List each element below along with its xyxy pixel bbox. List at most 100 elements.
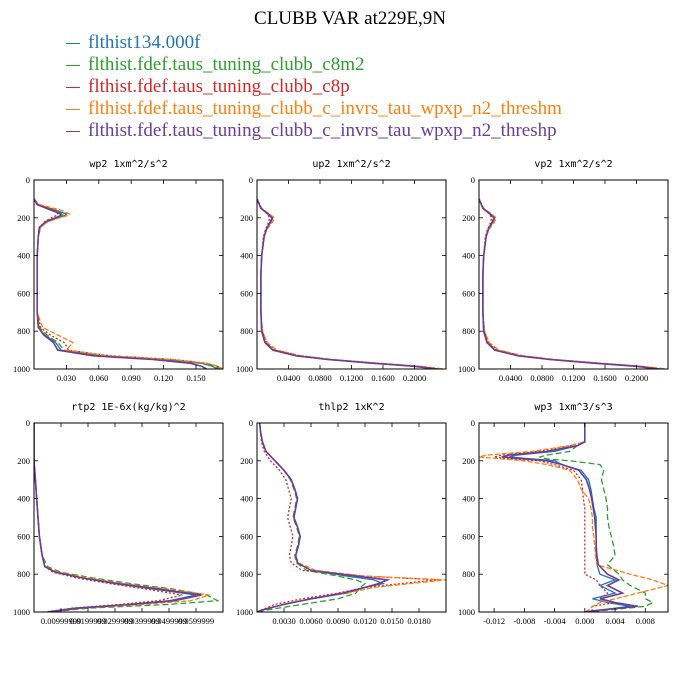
x-tick-label: 0.120 (154, 373, 173, 383)
x-tick-label: 0.0800 (530, 373, 553, 383)
x-tick-label: 0.00999999 (41, 616, 81, 626)
series-line (34, 423, 183, 612)
y-tick-label: 200 (17, 213, 30, 223)
x-tick-label: 0.060 (89, 373, 108, 383)
series-line (257, 198, 439, 369)
y-tick-label: 400 (17, 494, 30, 504)
x-tick-label: 0.0400 (499, 373, 522, 383)
y-tick-label: 800 (240, 569, 253, 579)
x-tick-label: 0.1600 (371, 373, 394, 383)
x-tick-label: 0.008 (636, 616, 655, 626)
series-line (257, 423, 446, 612)
panel-title: wp2 1xm^2/s^2 (89, 159, 167, 170)
series-line (257, 198, 445, 369)
y-tick-label: 200 (240, 213, 253, 223)
legend-item: flthist134.000f (66, 32, 562, 54)
chart-panel: wp2 1xm^2/s^2 0 200 400 600 800 1000 0.030 0.060… (13, 159, 224, 383)
y-tick-label: 600 (462, 531, 475, 541)
x-tick-label: 0.1200 (562, 373, 585, 383)
plot-frame (478, 422, 669, 613)
y-tick-label: 800 (17, 326, 30, 336)
series-line (257, 198, 437, 369)
y-tick-label: 1000 (236, 607, 253, 617)
y-tick-label: 600 (240, 288, 253, 298)
y-tick-label: 400 (17, 251, 30, 261)
y-tick-label: 1000 (458, 607, 475, 617)
legend-swatch (66, 42, 80, 44)
y-tick-label: 400 (462, 251, 475, 261)
y-tick-label: 0 (249, 175, 253, 185)
y-tick-label: 0 (26, 175, 30, 185)
series-line (509, 423, 631, 612)
y-tick-label: 0 (26, 418, 30, 428)
series-line (501, 423, 638, 612)
y-tick-label: 1000 (13, 364, 30, 374)
plot-frame (256, 179, 447, 370)
x-tick-label: 0.0120 (353, 616, 376, 626)
legend-swatch (66, 64, 80, 66)
y-tick-label: 800 (240, 326, 253, 336)
panel-title: thlp2 1xK^2 (318, 402, 384, 413)
series-line (257, 198, 440, 369)
chart-panel: up2 1xm^2/s^2 0 200 400 600 800 1000 0.0400 0.08… (236, 159, 447, 383)
legend-item: flthist.fdef.taus_tuning_clubb_c8m2 (66, 54, 562, 76)
y-tick-label: 200 (462, 213, 475, 223)
legend-label: flthist.fdef.taus_tuning_clubb_c8p (88, 76, 350, 97)
x-tick-label: 0.2000 (403, 373, 426, 383)
y-tick-label: 600 (462, 288, 475, 298)
x-tick-label: 0.0199999 (70, 616, 106, 626)
x-tick-label: 0.000 (575, 616, 594, 626)
panel-title: rtp2 1E-6x(kg/kg)^2 (71, 402, 185, 413)
legend-label: flthist.fdef.taus_tuning_clubb_c_invrs_t… (88, 120, 557, 141)
series-line (34, 423, 220, 612)
y-tick-label: 800 (17, 569, 30, 579)
series-line (257, 423, 391, 612)
series-line (257, 423, 367, 612)
x-tick-label: 0.0150 (380, 616, 403, 626)
y-tick-label: 1000 (13, 607, 30, 617)
legend-item: flthist.fdef.taus_tuning_clubb_c_invrs_t… (66, 98, 562, 120)
x-tick-label: 0.2000 (625, 373, 648, 383)
legend: flthist134.000f flthist.fdef.taus_tuning… (66, 32, 562, 142)
series-line (34, 198, 218, 369)
chart-panel: rtp2 1E-6x(kg/kg)^2 0 200 400 600 800 1000 0.00… (13, 402, 224, 626)
x-tick-label: 0.0499999 (151, 616, 187, 626)
y-tick-label: 0 (249, 418, 253, 428)
series-line (479, 198, 665, 369)
y-tick-label: 400 (240, 251, 253, 261)
series-line (479, 198, 662, 369)
plot-frame (33, 179, 224, 370)
figure-title: CLUBB VAR at229E,9N (254, 8, 446, 29)
series-line (34, 198, 208, 369)
y-tick-label: 600 (17, 531, 30, 541)
x-tick-label: 0.0180 (407, 616, 430, 626)
panel-title: vp2 1xm^2/s^2 (534, 159, 612, 170)
y-tick-label: 1000 (458, 364, 475, 374)
legend-item: flthist.fdef.taus_tuning_clubb_c_invrs_t… (66, 120, 562, 142)
series-line (34, 198, 223, 369)
y-tick-label: 800 (462, 326, 475, 336)
x-tick-label: 0.0030 (272, 616, 295, 626)
x-tick-label: 0.0090 (326, 616, 349, 626)
x-tick-label: 0.1600 (593, 373, 616, 383)
panel-title: up2 1xm^2/s^2 (312, 159, 390, 170)
y-tick-label: 200 (240, 456, 253, 466)
legend-swatch (66, 108, 80, 110)
y-tick-label: 600 (240, 531, 253, 541)
legend-label: flthist.fdef.taus_tuning_clubb_c8m2 (88, 54, 365, 75)
y-tick-label: 400 (240, 494, 253, 504)
legend-label: flthist.fdef.taus_tuning_clubb_c_invrs_t… (88, 98, 562, 119)
series-line (257, 198, 443, 369)
x-tick-label: 0.0299999 (97, 616, 133, 626)
x-tick-label: 0.0400 (277, 373, 300, 383)
y-tick-label: 200 (462, 456, 475, 466)
x-tick-label: 0.150 (186, 373, 205, 383)
x-tick-label: 0.0800 (308, 373, 331, 383)
x-tick-label: 0.004 (606, 616, 626, 626)
chart-panel: wp3 1xm^3/s^3 0 200 400 600 800 1000 -0.012 -0.0… (458, 402, 669, 626)
x-tick-label: 0.0599999 (178, 616, 214, 626)
y-tick-label: 1000 (236, 364, 253, 374)
series-line (539, 423, 655, 612)
x-tick-label: 0.0399999 (124, 616, 160, 626)
